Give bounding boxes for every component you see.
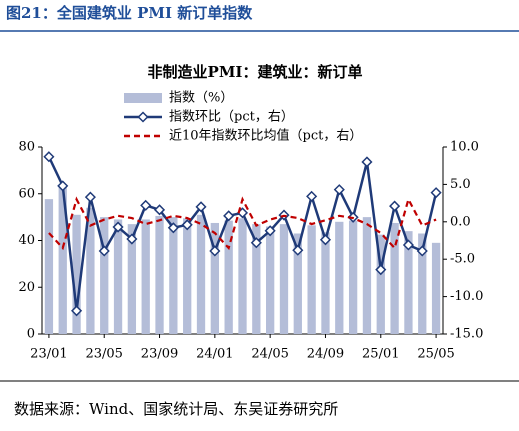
legend-swatch	[124, 93, 162, 103]
marker	[209, 245, 221, 257]
marker	[167, 222, 179, 234]
marker	[375, 264, 387, 276]
bar	[183, 218, 192, 334]
chart-title: 非制造业PMI：建筑业：新订单	[148, 63, 363, 81]
bar	[155, 215, 164, 334]
marker	[389, 200, 401, 212]
marker	[430, 187, 442, 199]
y-tick-label: 20	[18, 280, 35, 295]
y-tick-label: 40	[18, 233, 35, 248]
bar	[100, 217, 109, 334]
marker	[153, 204, 166, 216]
y-tick-label: 0	[27, 327, 35, 342]
bar	[238, 218, 247, 334]
bar	[210, 222, 219, 334]
bar	[113, 219, 123, 334]
line	[48, 196, 437, 251]
x-tick-label: 23/09	[141, 347, 178, 362]
legend-label: 近10年指数环比均值（pct，右）	[169, 128, 362, 144]
marker	[43, 151, 55, 163]
bar	[293, 233, 302, 334]
marker	[126, 233, 138, 245]
marker	[140, 199, 152, 211]
bar	[224, 220, 233, 334]
bar	[335, 221, 344, 334]
legend-marker	[137, 111, 149, 123]
marker	[292, 244, 304, 256]
marker	[195, 201, 207, 213]
y2-tick-label: -10.0	[450, 289, 483, 304]
bar	[321, 232, 330, 334]
bar	[266, 226, 275, 334]
marker	[264, 225, 276, 237]
figure-title: 图21：全国建筑业 PMI 新订单指数	[6, 4, 253, 22]
x-tick-label: 24/05	[251, 347, 288, 362]
bar	[169, 217, 178, 334]
bar	[72, 214, 81, 334]
bar	[404, 231, 413, 334]
y-tick-label: 60	[18, 186, 35, 201]
x-tick-label: 25/01	[362, 347, 399, 362]
bar	[390, 222, 399, 334]
y2-tick-label: -5.0	[450, 252, 475, 267]
marker	[306, 190, 318, 202]
marker	[112, 221, 124, 233]
bar	[431, 242, 441, 334]
bar	[86, 207, 95, 334]
y-tick-label: 80	[18, 140, 35, 155]
marker	[361, 156, 373, 168]
legend-label: 指数（%）	[169, 91, 233, 106]
bar	[376, 234, 385, 334]
bar	[348, 220, 358, 334]
marker	[181, 219, 193, 231]
bar	[362, 217, 372, 334]
x-tick-label: 23/01	[30, 347, 67, 362]
x-tick-label: 23/05	[85, 347, 122, 362]
y2-tick-label: 5.0	[450, 177, 471, 192]
x-tick-label: 24/01	[196, 347, 233, 362]
marker	[71, 305, 83, 317]
marker	[223, 210, 235, 222]
marker	[84, 191, 96, 203]
y2-tick-label: -15.0	[450, 327, 483, 342]
bar	[58, 186, 67, 334]
legend-label: 指数环比（pct，右）	[169, 110, 294, 125]
marker	[57, 180, 69, 192]
bar	[418, 233, 427, 334]
bar	[196, 214, 206, 334]
marker	[319, 234, 332, 246]
bar	[307, 225, 316, 334]
x-tick-label: 24/09	[307, 347, 344, 362]
bar	[279, 224, 289, 334]
marker	[250, 237, 262, 249]
bar	[141, 219, 150, 334]
marker	[333, 184, 345, 196]
bar	[127, 224, 137, 334]
marker	[416, 245, 428, 257]
marker	[402, 239, 414, 251]
x-tick-label: 25/05	[417, 347, 454, 362]
marker	[98, 245, 110, 257]
bar	[44, 199, 54, 334]
y2-tick-label: 10.0	[450, 140, 479, 155]
y2-tick-label: 0.0	[450, 214, 471, 229]
source: 数据来源：Wind、国家统计局、东吴证券研究所	[14, 400, 338, 418]
bar	[252, 224, 261, 334]
